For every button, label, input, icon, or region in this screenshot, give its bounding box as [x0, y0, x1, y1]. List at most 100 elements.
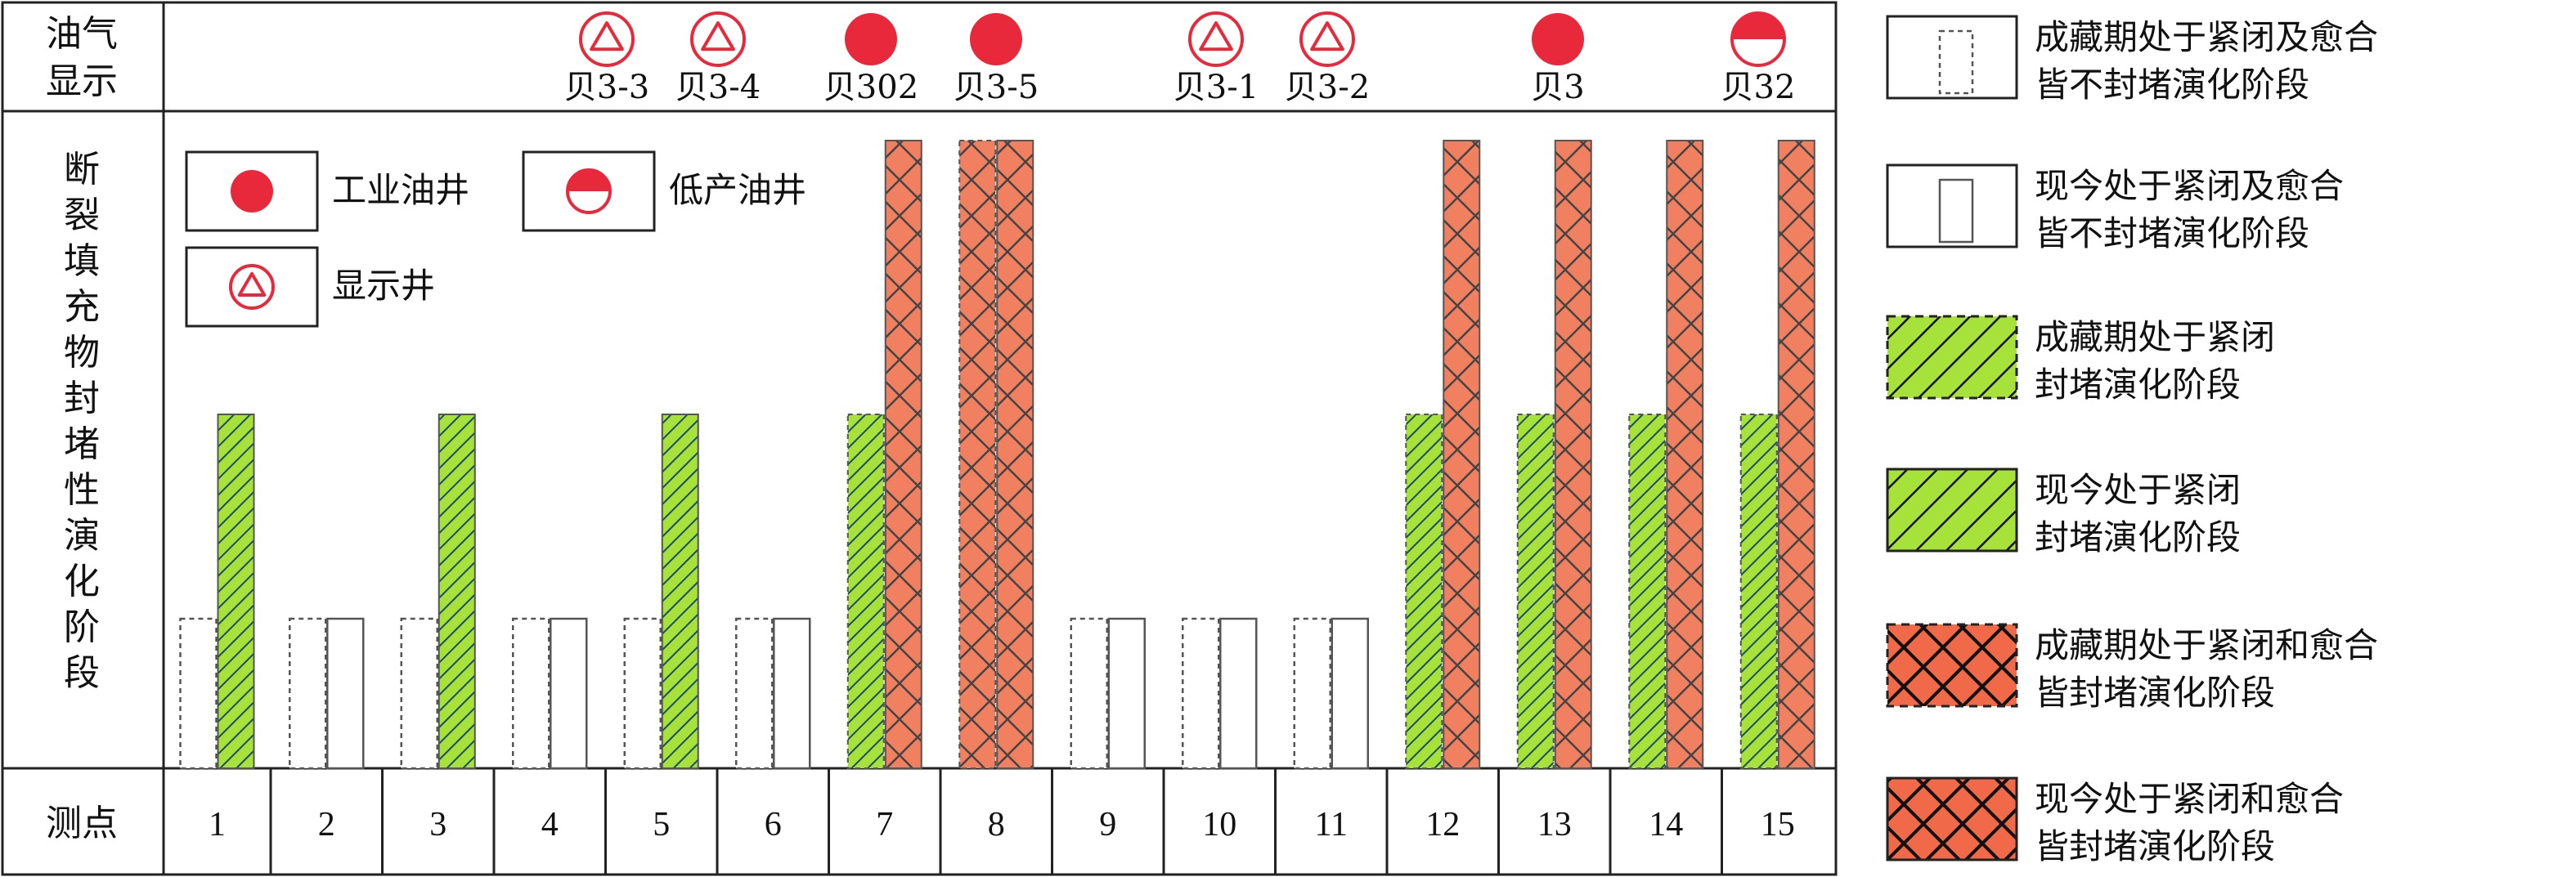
bar-accumulation-13 — [1516, 414, 1555, 769]
stage-legend-line2: 皆不封堵演化阶段 — [2035, 213, 2309, 253]
stage-legend: 成藏期处于紧闭及愈合皆不封堵演化阶段现今处于紧闭及愈合皆不封堵演化阶段成藏期处于… — [1886, 15, 2378, 866]
well-label: 贝3-3 — [564, 69, 649, 106]
stage-legend-line2: 封堵演化阶段 — [2035, 517, 2241, 557]
oil-show-well: 贝302 — [824, 13, 918, 106]
stage-legend-line1: 成藏期处于紧闭和愈合 — [2035, 625, 2378, 665]
bar-accumulation-1 — [179, 617, 218, 770]
category-label: 7 — [876, 806, 893, 843]
industrial-oil-well-icon — [970, 13, 1022, 65]
well-label: 贝3-2 — [1285, 69, 1370, 106]
stage-legend-line2: 皆封堵演化阶段 — [2035, 673, 2275, 713]
oil-show-well: 贝3-2 — [1285, 11, 1370, 106]
bar-accumulation-4 — [512, 617, 550, 770]
oil-show-markers: 贝3-3 贝3-4 贝302 贝3-5 贝3-1 贝3-2 贝3 贝32 — [564, 11, 1796, 106]
category-label: 2 — [318, 806, 335, 843]
bar-accumulation-10 — [1182, 617, 1220, 770]
stage-legend-line2: 皆封堵演化阶段 — [2035, 826, 2275, 866]
bar-accumulation-5 — [623, 617, 662, 770]
bar-present-10 — [1219, 617, 1258, 770]
bar-present-12 — [1443, 140, 1481, 769]
well-legend-item: 低产油井 — [522, 150, 806, 232]
bar-present-13 — [1554, 140, 1592, 769]
bar-present-14 — [1666, 140, 1704, 769]
bar-accumulation-2 — [289, 617, 327, 770]
oil-show-well: 贝3 — [1531, 13, 1585, 106]
well-legend-item: 显示井 — [185, 246, 435, 328]
stage-legend-swatch — [1886, 776, 2018, 861]
bar-present-1 — [217, 414, 255, 769]
category-label: 1 — [209, 806, 226, 843]
well-legend-label: 工业油井 — [332, 170, 469, 210]
category-label: 8 — [988, 806, 1005, 843]
bar-present-2 — [326, 617, 365, 770]
stage-legend-line2: 皆不封堵演化阶段 — [2035, 65, 2309, 105]
category-label: 15 — [1761, 806, 1795, 843]
bar-present-8 — [996, 140, 1034, 769]
bar-accumulation-3 — [400, 617, 438, 770]
bar-present-4 — [550, 617, 588, 770]
industrial-oil-well-icon — [231, 170, 273, 213]
category-label: 4 — [541, 806, 559, 843]
category-label: 6 — [765, 806, 782, 843]
category-label: 12 — [1425, 806, 1460, 843]
stage-legend-swatch — [1886, 315, 2018, 400]
oil-show-well: 贝3-4 — [675, 11, 761, 106]
category-label: 5 — [653, 806, 670, 843]
stage-legend-line1: 成藏期处于紧闭及愈合 — [2035, 17, 2378, 57]
industrial-oil-well-icon — [1532, 13, 1584, 65]
bar-accumulation-14 — [1628, 414, 1667, 769]
category-label: 13 — [1537, 806, 1572, 843]
well-label: 贝3 — [1531, 69, 1584, 106]
category-label: 9 — [1099, 806, 1116, 843]
category-label: 10 — [1202, 806, 1236, 843]
show-well-icon — [229, 264, 275, 310]
x-axis-label: 测点 — [46, 803, 118, 844]
category-dividers — [269, 768, 1723, 875]
bar-present-9 — [1107, 617, 1146, 770]
well-legend-label: 显示井 — [332, 266, 435, 306]
well-legend-label: 低产油井 — [669, 170, 806, 210]
bar-present-7 — [884, 140, 922, 769]
oil-show-header-top: 油气 — [46, 13, 118, 55]
bar-accumulation-11 — [1293, 617, 1331, 770]
oil-show-well: 贝32 — [1721, 11, 1796, 106]
bar-present-11 — [1331, 617, 1369, 770]
industrial-oil-well-icon — [845, 13, 897, 65]
bar-present-6 — [773, 617, 811, 770]
oil-show-well: 贝3-5 — [954, 13, 1039, 106]
bar-accumulation-6 — [735, 617, 774, 770]
well-label: 贝3-1 — [1174, 69, 1259, 106]
category-label: 14 — [1649, 806, 1683, 843]
stage-legend-line1: 现今处于紧闭和愈合 — [2035, 779, 2344, 819]
bar-accumulation-8 — [958, 140, 997, 769]
bar-accumulation-9 — [1070, 617, 1108, 770]
category-label: 3 — [429, 806, 447, 843]
bar-accumulation-12 — [1405, 414, 1443, 769]
bar-present-5 — [661, 414, 699, 769]
bar-present-15 — [1777, 140, 1815, 769]
well-legend-item: 工业油井 — [185, 150, 469, 232]
oil-show-header-bottom: 显示 — [46, 60, 118, 102]
y-axis-label: 断裂填充物封堵性演化阶段 — [64, 149, 100, 694]
oil-show-well: 贝3-1 — [1174, 11, 1259, 106]
low-yield-oil-well-icon — [566, 168, 612, 214]
show-well-icon — [1299, 11, 1355, 67]
bars — [179, 140, 1815, 770]
stage-legend-swatch — [1886, 468, 2018, 553]
stage-legend-line1: 成藏期处于紧闭 — [2035, 317, 2275, 357]
category-labels: 1 2 3 4 5 6 7 8 9 10 11 12 13 14 15 — [209, 806, 1795, 843]
bar-present-3 — [438, 414, 476, 769]
well-label: 贝32 — [1721, 69, 1796, 106]
stage-legend-line1: 现今处于紧闭 — [2035, 470, 2241, 510]
show-well-icon — [690, 11, 746, 67]
category-label: 11 — [1315, 806, 1348, 843]
bar-accumulation-7 — [846, 414, 885, 769]
